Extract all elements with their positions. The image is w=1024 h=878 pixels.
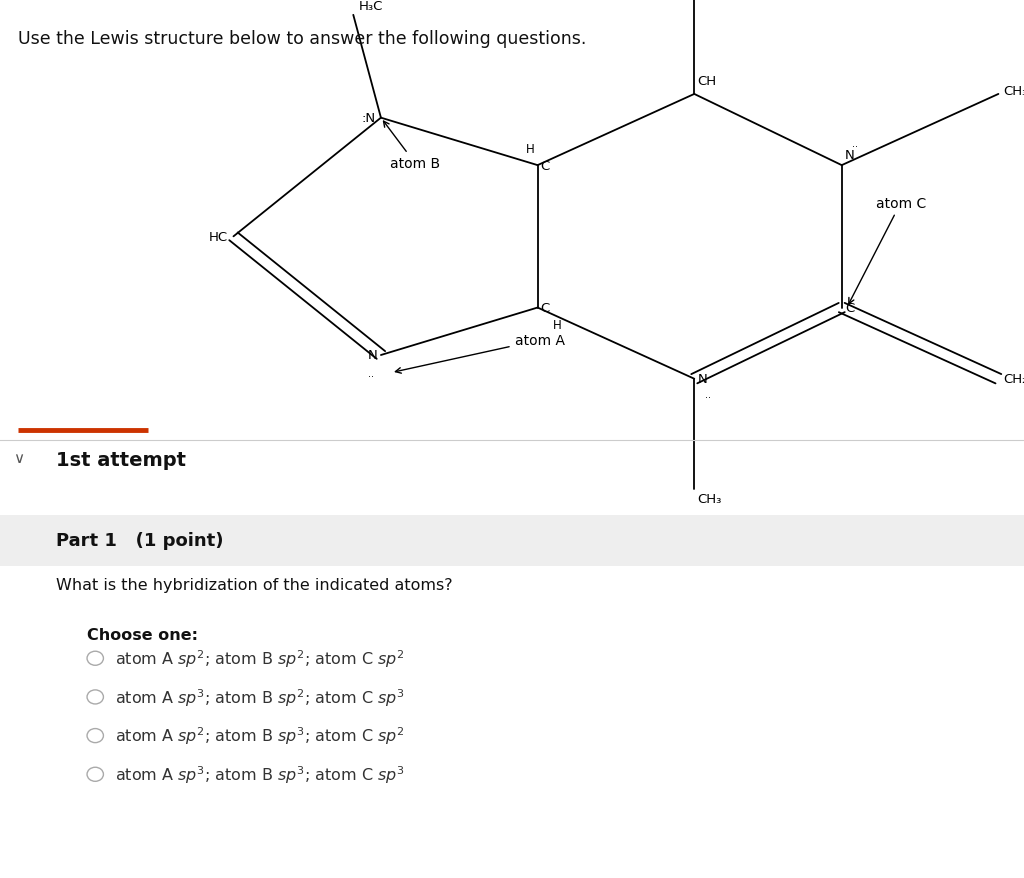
Text: What is the hybridization of the indicated atoms?: What is the hybridization of the indicat… <box>56 578 453 593</box>
Text: C: C <box>541 160 550 172</box>
Text: atom A $\mathit{sp}^3$; atom B $\mathit{sp}^2$; atom C $\mathit{sp}^3$: atom A $\mathit{sp}^3$; atom B $\mathit{… <box>115 687 404 708</box>
Text: H₃C: H₃C <box>358 0 383 13</box>
Text: H: H <box>525 142 535 155</box>
Text: ··: ·· <box>705 392 711 402</box>
Text: atom A $\mathit{sp}^3$; atom B $\mathit{sp}^3$; atom C $\mathit{sp}^3$: atom A $\mathit{sp}^3$; atom B $\mathit{… <box>115 764 404 785</box>
Text: CH₃: CH₃ <box>697 493 722 506</box>
Text: Part 1   (1 point): Part 1 (1 point) <box>56 532 224 550</box>
Text: C: C <box>845 302 854 314</box>
Text: H: H <box>553 319 562 332</box>
Text: CH₂: CH₂ <box>1004 373 1024 385</box>
Text: atom B: atom B <box>384 122 440 171</box>
Text: ∨: ∨ <box>13 450 24 465</box>
Text: N: N <box>697 373 708 385</box>
FancyBboxPatch shape <box>0 515 1024 566</box>
Text: HC: HC <box>209 231 228 243</box>
Text: atom C: atom C <box>849 197 926 305</box>
Text: :N: :N <box>361 112 376 125</box>
Text: Use the Lewis structure below to answer the following questions.: Use the Lewis structure below to answer … <box>18 30 587 47</box>
Text: Choose one:: Choose one: <box>87 628 198 643</box>
Text: atom A: atom A <box>395 334 564 374</box>
Text: CH: CH <box>697 75 717 88</box>
Text: C: C <box>541 302 550 314</box>
Text: N: N <box>845 148 855 162</box>
Text: CH₃: CH₃ <box>1004 85 1024 97</box>
Text: ··: ·· <box>368 371 374 381</box>
Text: 1st attempt: 1st attempt <box>56 450 186 470</box>
Text: atom A $\mathit{sp}^2$; atom B $\mathit{sp}^3$; atom C $\mathit{sp}^2$: atom A $\mathit{sp}^2$; atom B $\mathit{… <box>115 725 404 746</box>
Text: N: N <box>368 349 378 362</box>
Text: ··: ·· <box>852 142 858 152</box>
Text: atom A $\mathit{sp}^2$; atom B $\mathit{sp}^2$; atom C $\mathit{sp}^2$: atom A $\mathit{sp}^2$; atom B $\mathit{… <box>115 648 404 669</box>
